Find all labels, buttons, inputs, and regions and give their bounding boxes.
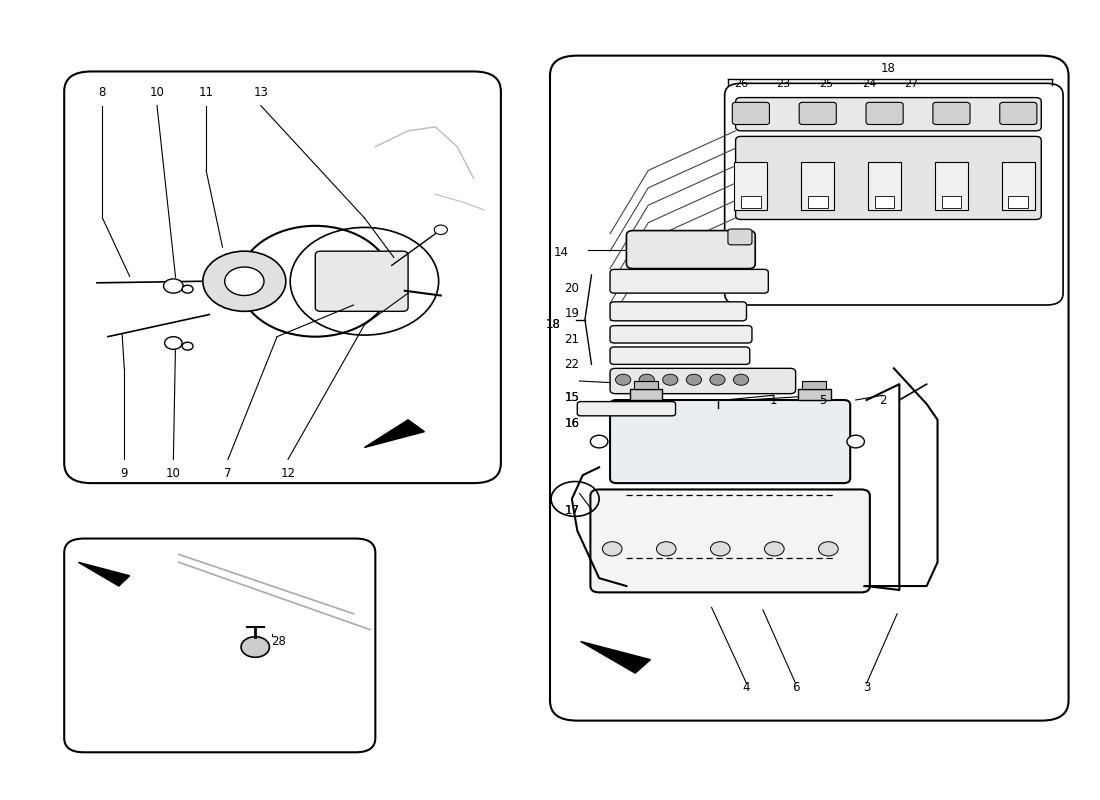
Text: eurospares: eurospares (158, 622, 254, 669)
Text: 20: 20 (564, 282, 580, 295)
Circle shape (165, 337, 183, 350)
FancyBboxPatch shape (800, 102, 836, 125)
Bar (1009, 196, 1028, 209)
Bar (735, 162, 767, 210)
FancyBboxPatch shape (578, 402, 675, 416)
Circle shape (241, 637, 270, 658)
Bar (807, 196, 827, 209)
Text: eurospares: eurospares (730, 368, 861, 432)
Text: 25: 25 (820, 79, 834, 89)
Circle shape (657, 542, 676, 556)
Circle shape (662, 374, 678, 386)
FancyBboxPatch shape (626, 230, 756, 269)
FancyBboxPatch shape (610, 302, 747, 321)
Text: 19: 19 (564, 307, 580, 320)
Bar (942, 196, 961, 209)
Bar (802, 381, 826, 389)
Text: 26: 26 (734, 79, 748, 89)
Bar (802, 162, 834, 210)
Text: 18: 18 (881, 62, 895, 75)
Text: 10: 10 (150, 86, 164, 99)
FancyBboxPatch shape (1000, 102, 1037, 125)
Circle shape (202, 251, 286, 311)
Circle shape (616, 374, 630, 386)
Text: 17: 17 (564, 504, 580, 518)
FancyBboxPatch shape (866, 102, 903, 125)
Text: 2: 2 (879, 394, 887, 406)
Polygon shape (78, 562, 130, 586)
Text: 15: 15 (564, 391, 580, 404)
Circle shape (183, 342, 192, 350)
Text: 13: 13 (253, 86, 268, 99)
Circle shape (711, 542, 730, 556)
Text: eurospares: eurospares (188, 230, 301, 286)
Text: 3: 3 (862, 681, 870, 694)
Text: 5: 5 (820, 394, 826, 406)
FancyBboxPatch shape (610, 400, 850, 483)
Circle shape (224, 267, 264, 295)
Text: 7: 7 (224, 467, 232, 480)
Polygon shape (581, 642, 650, 673)
Polygon shape (364, 420, 425, 447)
Circle shape (164, 279, 184, 293)
Text: 16: 16 (564, 418, 580, 430)
Text: 12: 12 (280, 467, 296, 480)
Text: 15: 15 (564, 391, 580, 404)
Bar (1002, 162, 1035, 210)
Text: 14: 14 (553, 246, 569, 259)
Text: 17: 17 (564, 504, 580, 518)
Text: 18: 18 (546, 318, 561, 331)
Text: 18: 18 (546, 318, 561, 331)
Text: 11: 11 (199, 86, 213, 99)
Text: 8: 8 (99, 86, 106, 99)
FancyBboxPatch shape (64, 538, 375, 752)
Text: 10: 10 (166, 467, 180, 480)
Text: 4: 4 (742, 681, 750, 694)
Circle shape (591, 435, 608, 448)
Bar (629, 389, 662, 400)
Text: 27: 27 (904, 79, 918, 89)
Text: 23: 23 (777, 79, 791, 89)
Circle shape (603, 542, 623, 556)
Text: 6: 6 (792, 681, 800, 694)
FancyBboxPatch shape (316, 251, 408, 311)
FancyBboxPatch shape (933, 102, 970, 125)
FancyBboxPatch shape (733, 102, 769, 125)
Circle shape (847, 435, 865, 448)
Circle shape (818, 542, 838, 556)
Circle shape (764, 542, 784, 556)
Bar (798, 389, 830, 400)
Bar (868, 162, 901, 210)
FancyBboxPatch shape (550, 56, 1068, 721)
FancyBboxPatch shape (610, 326, 752, 343)
FancyBboxPatch shape (591, 490, 870, 592)
FancyBboxPatch shape (64, 71, 501, 483)
Bar (935, 162, 968, 210)
Bar (874, 196, 894, 209)
Text: 28: 28 (272, 635, 286, 648)
Text: 21: 21 (564, 333, 580, 346)
Circle shape (183, 286, 192, 293)
FancyBboxPatch shape (725, 83, 1063, 305)
FancyBboxPatch shape (728, 229, 752, 245)
Text: 24: 24 (861, 79, 876, 89)
Circle shape (734, 374, 749, 386)
FancyBboxPatch shape (610, 347, 750, 364)
FancyBboxPatch shape (610, 270, 768, 293)
FancyBboxPatch shape (736, 98, 1042, 131)
Circle shape (710, 374, 725, 386)
Circle shape (639, 374, 654, 386)
Text: 1: 1 (770, 394, 778, 406)
Bar (634, 381, 658, 389)
FancyBboxPatch shape (610, 368, 795, 394)
Text: 16: 16 (564, 418, 580, 430)
Text: 9: 9 (121, 467, 128, 480)
Text: 22: 22 (564, 358, 580, 371)
Circle shape (434, 225, 448, 234)
Bar (741, 196, 761, 209)
FancyBboxPatch shape (736, 136, 1042, 219)
Circle shape (686, 374, 702, 386)
